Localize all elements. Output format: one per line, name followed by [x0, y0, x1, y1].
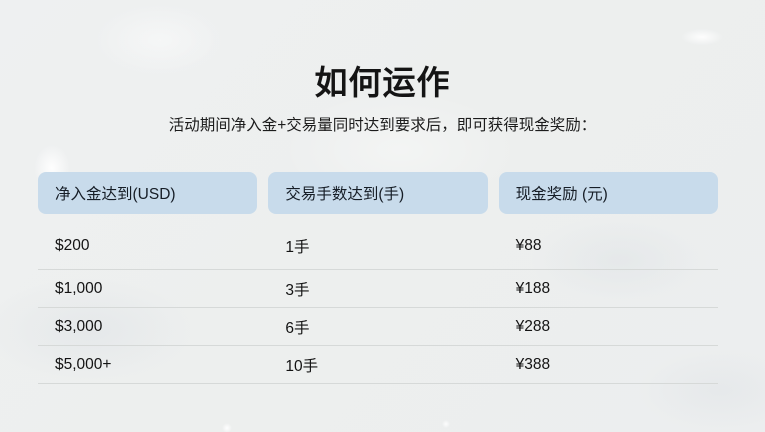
- cell-net-deposit: $1,000: [55, 279, 103, 297]
- cell-cash-reward: ¥388: [515, 355, 551, 373]
- cell-trade-lots: 6手: [285, 319, 310, 337]
- cell-trade-lots: 1手: [285, 238, 310, 256]
- cell-cash-reward: ¥288: [515, 317, 551, 335]
- cell-cash-reward: ¥88: [515, 236, 542, 254]
- cell-trade-lots: 3手: [285, 281, 310, 299]
- table-row: $3,000 6手 ¥288: [38, 308, 718, 346]
- cell-net-deposit: $3,000: [55, 317, 103, 335]
- table-row: $200 1手 ¥88: [38, 214, 718, 270]
- page-subtitle: 活动期间净入金+交易量同时达到要求后，即可获得现金奖励：: [168, 116, 597, 134]
- page-title: 如何运作: [314, 64, 451, 102]
- table-row: $1,000 3手 ¥188: [38, 270, 718, 308]
- rewards-table: 净入金达到(USD) 交易手数达到(手) 现金奖励 (元) $200 1手 ¥8…: [38, 172, 718, 384]
- column-header-trade-lots: 交易手数达到(手): [268, 172, 488, 214]
- table-header-row: 净入金达到(USD) 交易手数达到(手) 现金奖励 (元): [38, 172, 718, 214]
- cell-net-deposit: $200: [55, 236, 90, 254]
- table-row: $5,000+ 10手 ¥388: [38, 346, 718, 384]
- column-header-cash-reward: 现金奖励 (元): [498, 172, 718, 214]
- cell-net-deposit: $5,000+: [55, 355, 112, 373]
- cell-trade-lots: 10手: [285, 357, 319, 375]
- column-header-net-deposit: 净入金达到(USD): [38, 172, 258, 214]
- cell-cash-reward: ¥188: [515, 279, 551, 297]
